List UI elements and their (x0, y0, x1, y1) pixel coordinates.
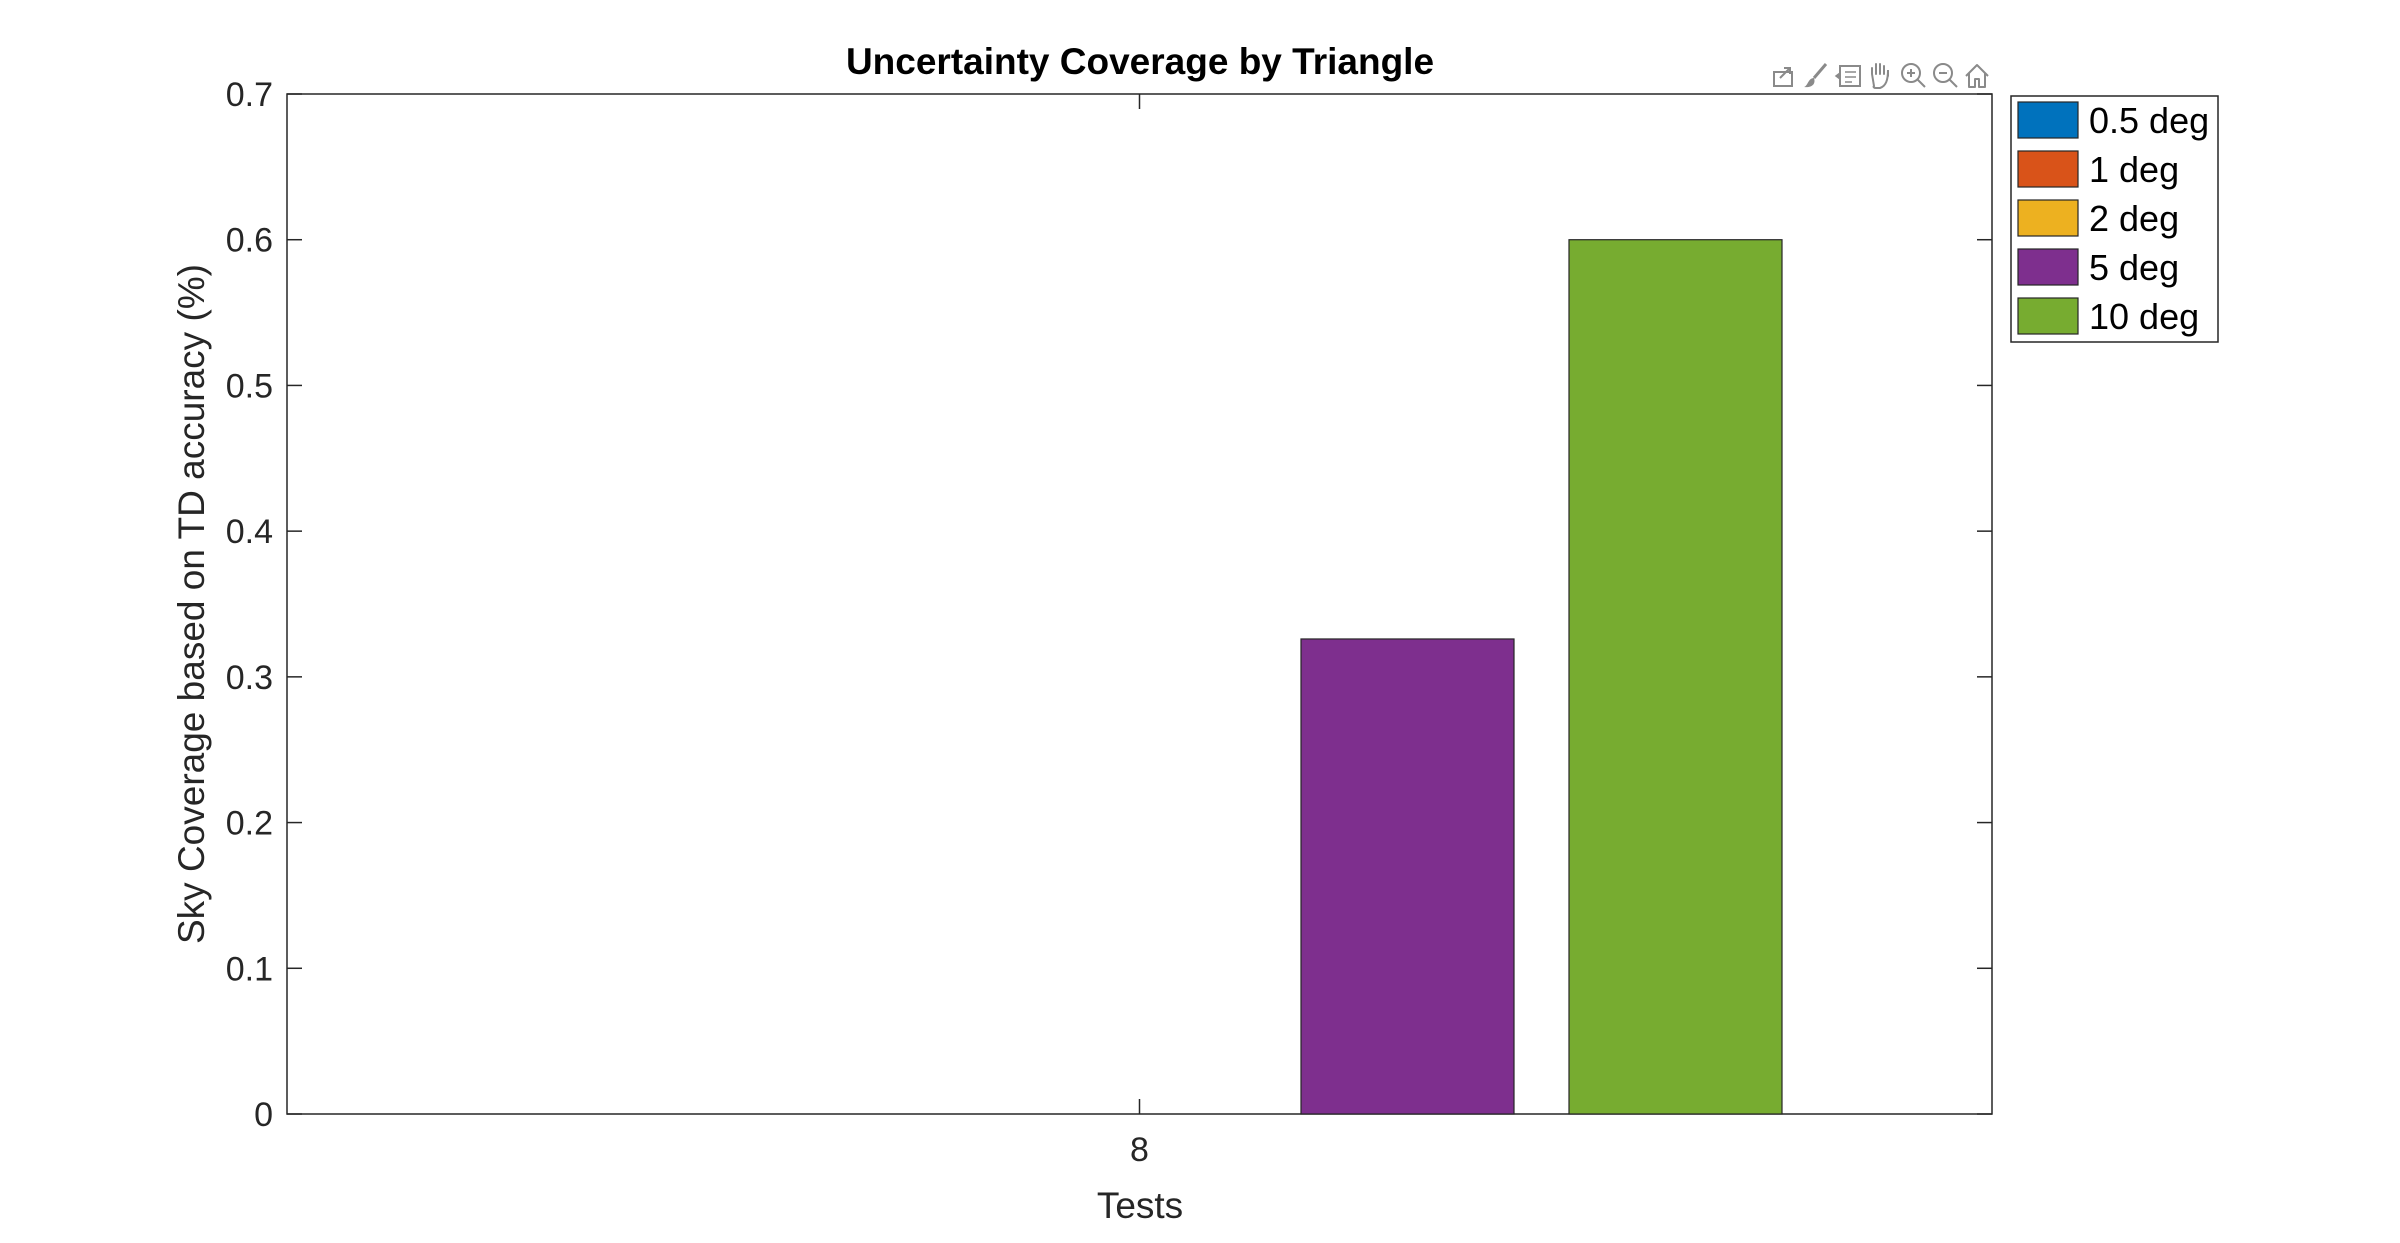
brush-icon[interactable] (1804, 63, 1828, 88)
y-tick-label: 0.4 (226, 513, 273, 551)
home-icon[interactable] (1965, 64, 1989, 88)
x-tick-label: 8 (1130, 1131, 1149, 1169)
legend-swatch (2017, 199, 2079, 237)
legend-swatch (2017, 248, 2079, 286)
y-tick-label: 0.6 (226, 222, 273, 260)
legend-swatch (2017, 297, 2079, 335)
legend-label: 1 deg (2089, 149, 2179, 190)
y-tick-label: 0.7 (226, 76, 273, 114)
y-tick-label: 0.2 (226, 805, 273, 843)
axes-toolbar (1773, 63, 1989, 89)
chart-title: Uncertainty Coverage by Triangle (846, 41, 1434, 82)
legend-swatch (2017, 150, 2079, 188)
pan-icon[interactable] (1871, 63, 1889, 89)
data-tips-icon[interactable] (1834, 65, 1861, 87)
bar-5-deg (1300, 638, 1515, 1115)
y-tick-label: 0 (254, 1096, 273, 1134)
zoom-in-icon[interactable] (1901, 63, 1926, 88)
bar-10-deg (1568, 239, 1783, 1115)
y-tick-label: 0.1 (226, 950, 273, 988)
export-icon[interactable] (1773, 67, 1793, 87)
x-axis-label: Tests (1097, 1185, 1183, 1226)
legend-label: 5 deg (2089, 247, 2179, 288)
legend-label: 2 deg (2089, 198, 2179, 239)
bars-layer (1300, 239, 1783, 1115)
legend-label: 0.5 deg (2089, 100, 2209, 141)
chart-legend: 0.5 deg 1 deg 2 deg 5 deg 10 deg (2010, 95, 2219, 343)
y-axis-label: Sky Coverage based on TD accuracy (%) (171, 264, 212, 944)
legend-swatch (2017, 101, 2079, 139)
y-tick-label: 0.3 (226, 659, 273, 697)
y-tick-label: 0.5 (226, 367, 273, 405)
ticks-layer: 0 0.1 0.2 0.3 0.4 0.5 0.6 0.7 8 (226, 76, 1992, 1169)
zoom-out-icon[interactable] (1933, 63, 1958, 88)
legend-label: 10 deg (2089, 296, 2199, 337)
